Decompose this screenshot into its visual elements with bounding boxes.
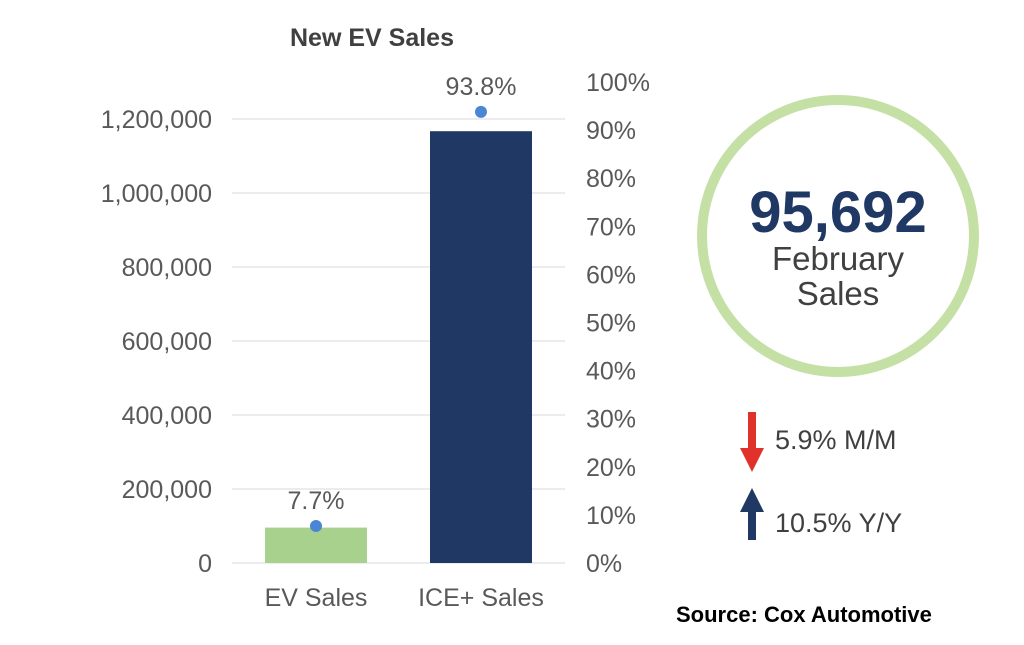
share-point [310,519,322,532]
left-tick-label: 800,000 [122,254,212,282]
change-yy: 10.5% Y/Y [740,488,902,540]
bars [265,131,532,563]
right-tick-label: 20% [586,454,636,482]
callout-label-line1: February [772,240,905,277]
right-tick-label: 0% [586,550,622,578]
chart-title: New EV Sales [290,24,454,52]
callout-value: 95,692 [749,180,926,245]
right-tick-label: 60% [586,261,636,289]
gridlines [232,118,565,564]
change-mm: 5.9% M/M [740,412,897,472]
right-tick-label: 80% [586,165,636,193]
right-tick-label: 40% [586,358,636,386]
share-points: 7.7% 93.8% [288,73,517,532]
share-point [475,105,487,118]
change-yy-text: 10.5% Y/Y [775,508,902,538]
left-tick-label: 200,000 [122,476,212,504]
category-label: EV Sales [265,584,368,612]
share-point-label: 93.8% [446,73,517,101]
left-tick-label: 400,000 [122,402,212,430]
arrow-up-icon [740,488,764,540]
category-label: ICE+ Sales [418,584,544,612]
left-tick-label: 0 [198,550,212,578]
arrow-down-icon [740,412,764,472]
left-axis-ticks: 0 200,000 400,000 600,000 800,000 1,000,000 1,… [101,106,212,578]
source-note: Source: Cox Automotive [676,602,932,627]
bar-ice-sales [430,131,532,563]
right-tick-label: 10% [586,502,636,530]
left-tick-label: 1,000,000 [101,180,212,208]
left-tick-label: 600,000 [122,328,212,356]
right-tick-label: 100% [586,69,650,97]
right-tick-label: 70% [586,213,636,241]
callout-label-line2: Sales [797,275,880,312]
share-point-label: 7.7% [288,487,345,515]
bar-ev-sales [265,527,367,563]
category-labels: EV Sales ICE+ Sales [265,584,544,612]
callout-ring [697,95,979,377]
right-tick-label: 30% [586,406,636,434]
right-axis-ticks: 0% 10% 20% 30% 40% 50% 60% 70% 80% 90% 100% [586,69,650,578]
left-tick-label: 1,200,000 [101,106,212,134]
change-mm-text: 5.9% M/M [775,425,897,455]
right-tick-label: 90% [586,117,636,145]
right-tick-label: 50% [586,310,636,338]
